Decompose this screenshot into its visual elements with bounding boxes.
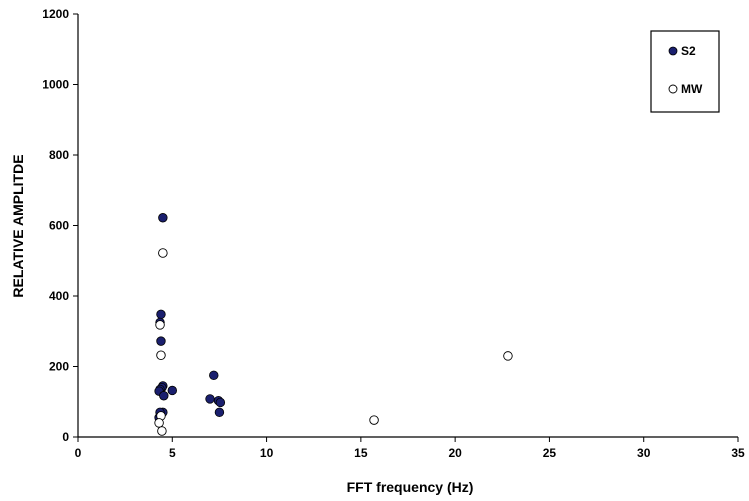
data-points [154,213,513,436]
data-point-s2 [215,397,226,408]
y-tick-label: 800 [49,148,69,162]
x-axis-ticks: 0 5 10 15 20 25 30 35 [75,437,745,460]
data-point-mw [503,351,513,361]
x-tick-label: 15 [354,446,368,460]
x-tick-label: 25 [543,446,557,460]
y-axis-ticks: 0 200 400 600 800 1000 1200 [42,7,78,444]
y-tick-label: 600 [49,219,69,233]
legend-marker-mw [668,84,678,94]
data-point-mw [158,248,168,258]
data-point-s2 [209,370,219,381]
data-point-mw [156,350,166,360]
legend-marker-s2 [668,46,678,56]
data-point-mw [154,418,164,428]
data-point-s2 [214,407,225,418]
data-point-mw [369,415,379,425]
y-axis-title: RELATIVE AMPLITDE [10,154,26,297]
data-point-s2 [159,391,169,401]
legend-box [650,30,720,113]
x-tick-label: 30 [637,446,651,460]
legend-label-s2: S2 [681,44,696,58]
data-point-mw [155,320,165,330]
data-point-s2 [156,336,166,346]
data-point-s2 [167,385,177,396]
data-point-mw [157,426,167,436]
legend-label-mw: MW [681,82,703,96]
x-tick-label: 0 [75,446,82,460]
data-point-s2 [158,213,168,223]
x-tick-label: 10 [260,446,274,460]
x-tick-label: 35 [731,446,745,460]
data-point-s2 [156,309,166,320]
x-tick-label: 5 [169,446,176,460]
y-tick-label: 400 [49,289,69,303]
legend: S2 MW [650,30,720,113]
data-point-s2 [205,394,215,404]
y-tick-label: 200 [49,360,69,374]
x-tick-label: 20 [448,446,462,460]
y-tick-label: 1200 [42,7,69,21]
y-tick-label: 0 [62,430,69,444]
y-tick-label: 1000 [42,78,69,92]
axes [77,14,738,438]
x-axis-title: FFT frequency (Hz) [347,479,474,495]
